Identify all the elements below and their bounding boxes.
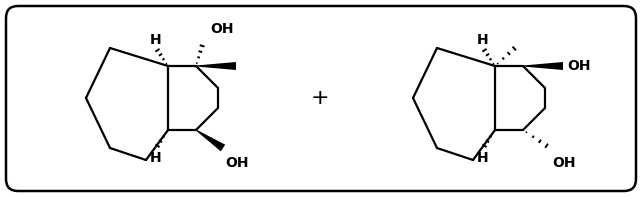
Text: H: H	[150, 151, 162, 165]
Text: OH: OH	[210, 22, 234, 36]
FancyBboxPatch shape	[6, 6, 636, 191]
Text: H: H	[477, 33, 489, 47]
Text: H: H	[477, 151, 489, 165]
Text: +: +	[311, 88, 329, 108]
Polygon shape	[196, 62, 236, 70]
Text: OH: OH	[552, 156, 575, 170]
Text: H: H	[150, 33, 162, 47]
Polygon shape	[523, 62, 563, 70]
Text: OH: OH	[567, 59, 591, 73]
Text: OH: OH	[225, 156, 248, 170]
Polygon shape	[196, 130, 225, 151]
